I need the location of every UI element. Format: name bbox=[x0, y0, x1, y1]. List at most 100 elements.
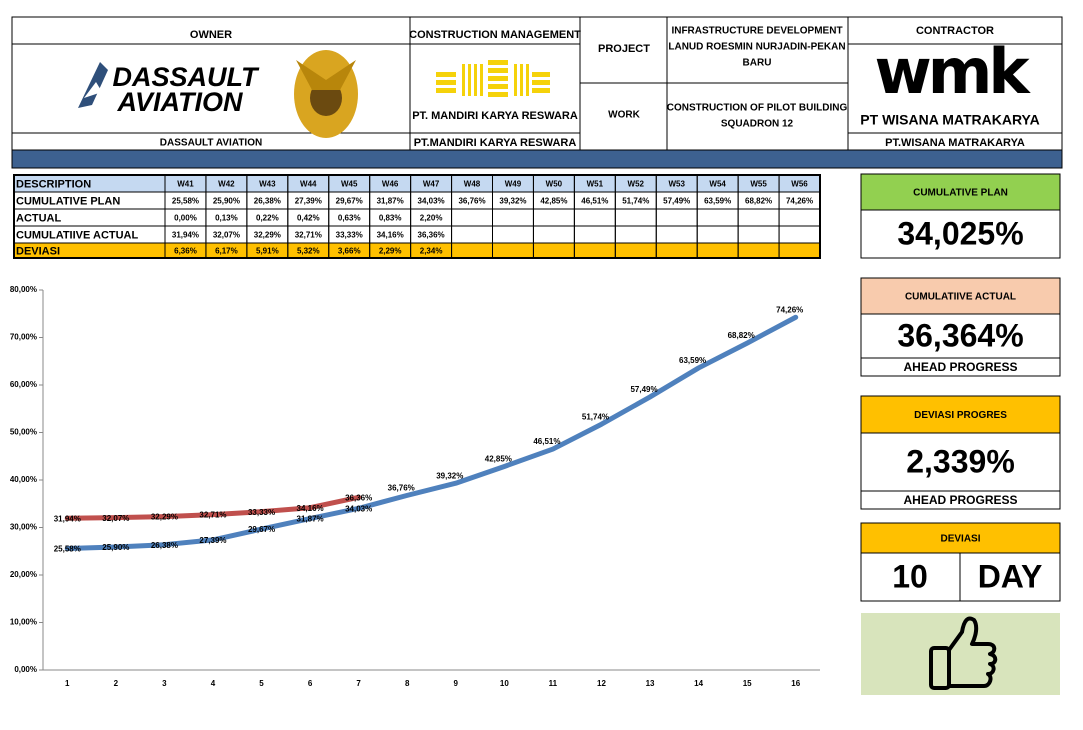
table-value: 0,22% bbox=[256, 214, 279, 223]
table-label: ACTUAL bbox=[16, 212, 61, 224]
table-value: W50 bbox=[546, 180, 563, 189]
cm-logo bbox=[436, 60, 550, 97]
owner-title: OWNER bbox=[190, 29, 232, 41]
contractor-logo-mark: wmk bbox=[874, 35, 1031, 108]
data-label: 31,87% bbox=[297, 515, 324, 524]
x-tick-label: 9 bbox=[454, 679, 459, 688]
table-value: 32,07% bbox=[213, 231, 240, 240]
table-cell bbox=[614, 225, 657, 244]
y-tick-label: 60,00% bbox=[10, 380, 37, 389]
table-value: 5,32% bbox=[297, 247, 320, 256]
table-label: CUMULATIIVE ACTUAL bbox=[16, 229, 138, 241]
table-value: 63,59% bbox=[704, 197, 731, 206]
table-value: W42 bbox=[218, 180, 235, 189]
table-value: 3,66% bbox=[338, 247, 361, 256]
table-cell bbox=[532, 208, 575, 227]
x-tick-label: 11 bbox=[549, 679, 558, 688]
table-value: 0,63% bbox=[338, 214, 361, 223]
owner-logos bbox=[78, 50, 358, 138]
x-tick-label: 15 bbox=[743, 679, 752, 688]
data-label: 63,59% bbox=[679, 356, 706, 365]
panel-value: 10 bbox=[892, 558, 928, 594]
data-label: 29,67% bbox=[248, 525, 275, 534]
table-cell bbox=[696, 225, 739, 244]
table-value: W45 bbox=[341, 180, 358, 189]
table-value: 68,82% bbox=[745, 197, 772, 206]
table-value: 34,03% bbox=[418, 197, 445, 206]
cm-title: CONSTRUCTION MANAGEMENT bbox=[409, 29, 581, 41]
blue-band bbox=[11, 149, 1063, 169]
work-text: CONSTRUCTION OF PILOT BUILDING bbox=[667, 103, 848, 114]
panel-box bbox=[860, 173, 1061, 211]
panel-box bbox=[860, 357, 1061, 377]
panel-box bbox=[860, 209, 1061, 259]
data-label: 25,58% bbox=[54, 545, 81, 554]
table-value: 0,83% bbox=[379, 214, 402, 223]
table-cell bbox=[573, 208, 616, 227]
table-value: W49 bbox=[505, 180, 522, 189]
table-value: 0,00% bbox=[174, 214, 197, 223]
table-value: W44 bbox=[300, 180, 317, 189]
project-text: INFRASTRUCTURE DEVELOPMENT bbox=[671, 26, 842, 37]
table-value: 31,94% bbox=[172, 231, 199, 240]
contractor-name: PT.WISANA MATRAKARYA bbox=[885, 137, 1025, 149]
y-tick-label: 10,00% bbox=[10, 618, 37, 627]
table-value: 34,16% bbox=[377, 231, 404, 240]
table-value: 42,85% bbox=[540, 197, 567, 206]
table-value: 25,90% bbox=[213, 197, 240, 206]
series-line bbox=[64, 314, 799, 551]
table-cell bbox=[696, 208, 739, 227]
data-label: 25,90% bbox=[102, 543, 129, 552]
data-label: 57,49% bbox=[630, 385, 657, 394]
table-value: 2,34% bbox=[420, 247, 443, 256]
table-value: W41 bbox=[177, 180, 194, 189]
table-value: 6,17% bbox=[215, 247, 238, 256]
data-label: 26,38% bbox=[151, 541, 178, 550]
contractor-title: CONTRACTOR bbox=[916, 25, 994, 37]
table-value: 33,33% bbox=[336, 231, 363, 240]
table-value: 25,58% bbox=[172, 197, 199, 206]
panel-value: 2,339% bbox=[906, 443, 1015, 479]
data-label: 36,76% bbox=[388, 483, 415, 492]
x-tick-label: 3 bbox=[162, 679, 167, 688]
table-value: 46,51% bbox=[581, 197, 608, 206]
table-value: 74,26% bbox=[786, 197, 813, 206]
panel-box bbox=[860, 277, 1061, 315]
panel-title: DEVIASI bbox=[940, 534, 980, 545]
panel-title: DEVIASI PROGRES bbox=[914, 410, 1007, 421]
panel-value: 34,025% bbox=[897, 215, 1023, 251]
table-value: 57,49% bbox=[663, 197, 690, 206]
data-label: 51,74% bbox=[582, 412, 609, 421]
owner-logo-text: AVIATION bbox=[117, 87, 243, 117]
table-value: W55 bbox=[750, 180, 767, 189]
panel-title: CUMULATIVE PLAN bbox=[913, 188, 1008, 199]
x-tick-label: 2 bbox=[114, 679, 119, 688]
table-value: W48 bbox=[464, 180, 481, 189]
table-cell bbox=[573, 225, 616, 244]
table-value: 5,91% bbox=[256, 247, 279, 256]
y-tick-label: 30,00% bbox=[10, 523, 37, 532]
table-cell bbox=[492, 208, 534, 227]
table-label: DEVIASI bbox=[16, 245, 60, 257]
project-text: LANUD ROESMIN NURJADIN-PEKAN bbox=[668, 42, 845, 53]
data-label: 32,07% bbox=[102, 514, 129, 523]
contractor-logo-text: PT WISANA MATRAKARYA bbox=[860, 112, 1039, 128]
table-value: 2,29% bbox=[379, 247, 402, 256]
data-label: 39,32% bbox=[436, 471, 463, 480]
table-cell bbox=[778, 208, 821, 227]
table-value: W51 bbox=[587, 180, 604, 189]
x-tick-label: 12 bbox=[597, 679, 606, 688]
y-tick-label: 0,00% bbox=[14, 665, 37, 674]
data-label: 34,16% bbox=[297, 504, 324, 513]
table-border bbox=[13, 174, 821, 259]
x-tick-label: 7 bbox=[356, 679, 361, 688]
data-label: 74,26% bbox=[776, 305, 803, 314]
table-value: 36,76% bbox=[458, 197, 485, 206]
y-tick-label: 50,00% bbox=[10, 428, 37, 437]
table-value: W54 bbox=[709, 180, 726, 189]
panel-note: AHEAD PROGRESS bbox=[903, 360, 1017, 374]
x-tick-label: 5 bbox=[259, 679, 264, 688]
data-label: 32,29% bbox=[151, 513, 178, 522]
table-cell bbox=[614, 208, 657, 227]
